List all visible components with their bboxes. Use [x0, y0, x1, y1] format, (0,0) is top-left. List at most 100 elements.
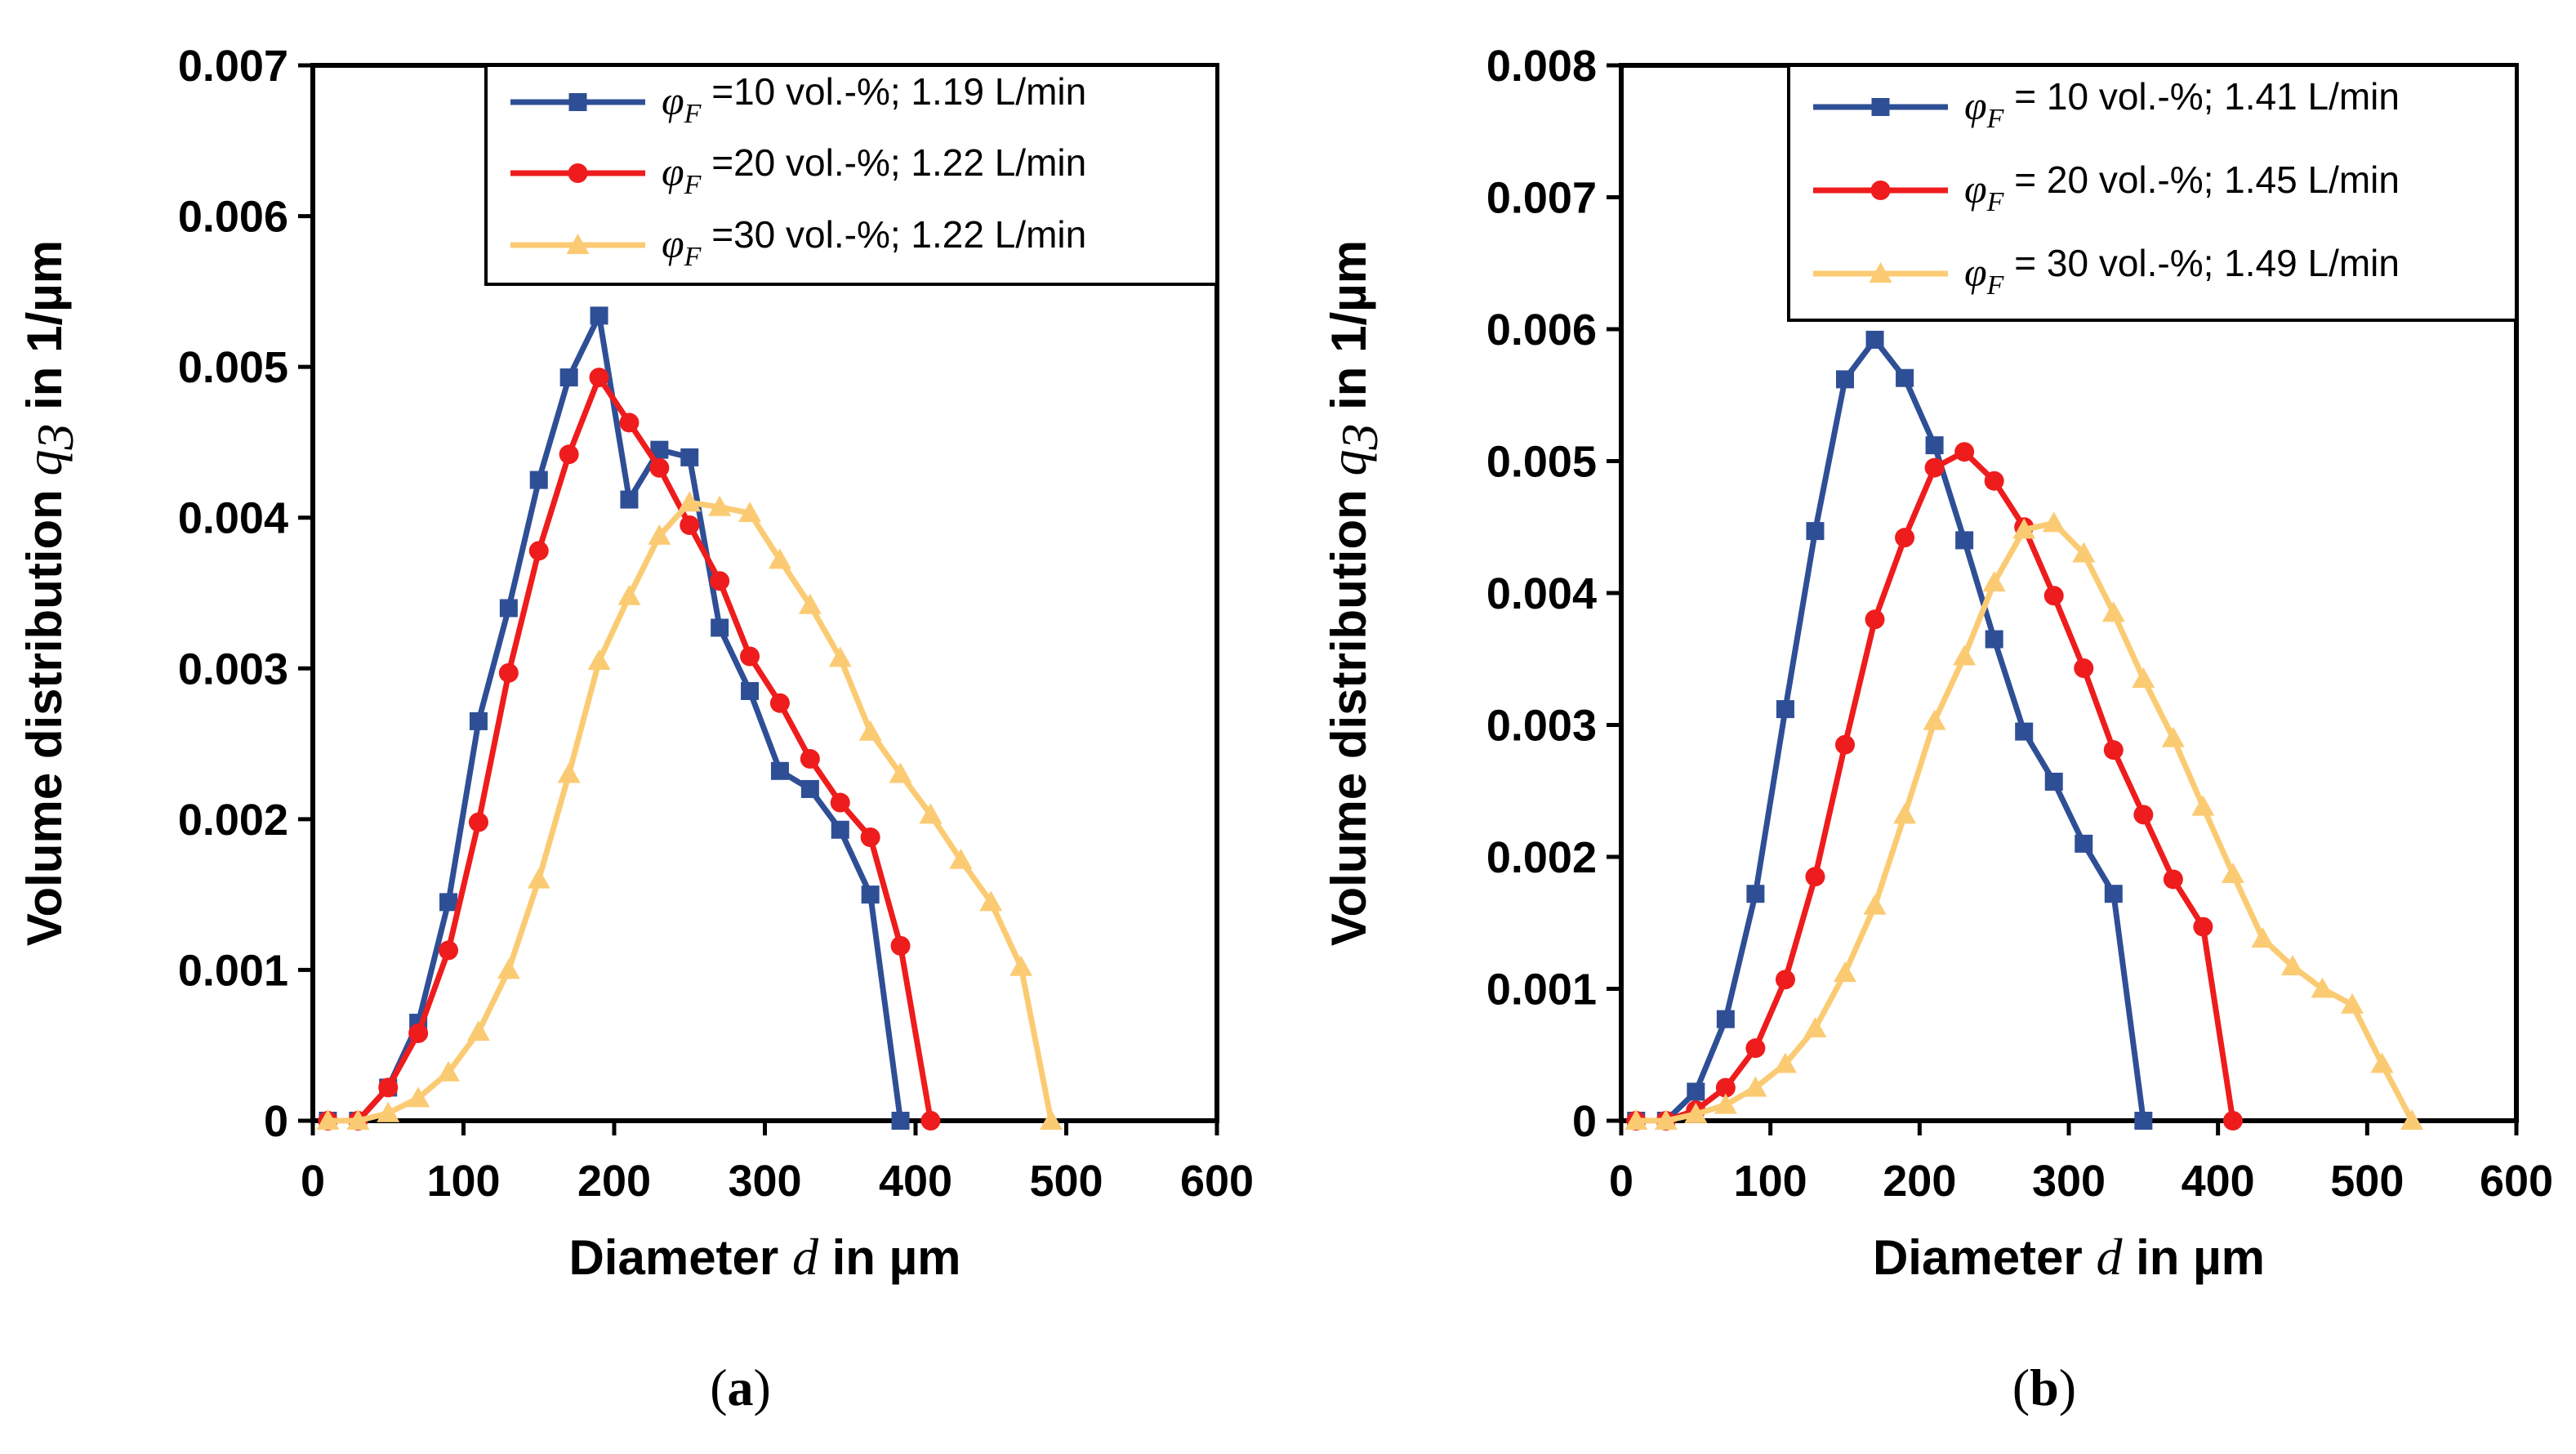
y-tick-label: 0.007: [178, 42, 288, 91]
data-point: [680, 448, 699, 466]
data-point: [1896, 368, 1914, 387]
data-point: [2132, 667, 2155, 688]
x-tick-label: 0: [1609, 1157, 1633, 1206]
y-tick-label: 0: [264, 1097, 288, 1146]
y-tick-label: 0.001: [178, 946, 288, 995]
legend-label-1: φF =10 vol.-%; 1.19 L/min: [662, 70, 1086, 129]
data-point: [890, 935, 911, 956]
data-point: [831, 820, 849, 839]
data-point: [768, 548, 791, 569]
data-point: [1982, 571, 2006, 592]
data-point: [889, 762, 912, 783]
y-axis-title: Volume distribution q3 in 1/µm: [15, 240, 84, 946]
data-point: [1835, 734, 1855, 755]
series-2: [318, 368, 941, 1131]
data-point: [437, 1060, 461, 1082]
data-point: [708, 495, 732, 516]
legend-label-3: φF = 30 vol.-%; 1.49 L/min: [1964, 242, 2400, 301]
data-point: [830, 792, 850, 813]
legend-marker-2: [568, 163, 588, 183]
data-point: [2042, 511, 2066, 533]
data-point: [617, 584, 641, 605]
data-point: [1893, 803, 1917, 824]
y-tick-label: 0.002: [178, 796, 288, 845]
data-point: [499, 599, 518, 618]
data-point: [377, 1101, 400, 1122]
data-point: [2163, 869, 2183, 890]
legend-marker-3: [566, 234, 590, 254]
data-point: [1806, 522, 1825, 541]
data-point: [1773, 1052, 1797, 1073]
data-point: [619, 413, 640, 433]
x-tick-label: 0: [301, 1157, 325, 1206]
legend-label-1: φF = 10 vol.-%; 1.41 L/min: [1964, 75, 2400, 134]
data-point: [2161, 726, 2185, 747]
y-tick-label: 0.002: [1486, 833, 1597, 882]
data-point: [680, 515, 700, 535]
data-point: [2193, 917, 2213, 937]
data-point: [407, 1086, 430, 1108]
data-point: [559, 444, 579, 465]
y-axis-title: Volume distribution q3 in 1/µm: [1319, 240, 1388, 946]
data-point: [1775, 970, 1795, 990]
data-point: [800, 779, 819, 798]
data-point: [2101, 601, 2125, 622]
data-point: [2370, 1052, 2394, 1073]
data-point: [2043, 586, 2064, 606]
series-line: [1633, 337, 2146, 1124]
data-point: [1985, 630, 2003, 649]
x-tick-label: 400: [2182, 1157, 2255, 1206]
data-point: [2104, 885, 2123, 903]
legend-marker-1: [1871, 98, 1890, 116]
x-axis-title: Diameter d in µm: [568, 1228, 960, 1286]
data-point: [529, 471, 548, 489]
data-point: [800, 749, 820, 769]
data-point: [828, 646, 852, 667]
data-point: [710, 571, 730, 591]
x-tick-label: 200: [577, 1157, 651, 1206]
data-point: [2311, 977, 2334, 998]
data-point: [528, 541, 549, 561]
data-point: [2134, 1112, 2153, 1130]
data-point: [678, 491, 702, 512]
y-tick-label: 0: [1572, 1097, 1597, 1146]
data-point: [527, 867, 550, 889]
series-3: [316, 491, 1063, 1130]
x-tick-label: 500: [1029, 1157, 1103, 1206]
data-point: [497, 958, 520, 979]
data-point: [557, 762, 581, 783]
series-1: [1627, 330, 2153, 1130]
data-point: [920, 1111, 941, 1131]
data-point: [738, 502, 762, 523]
data-point: [346, 1109, 370, 1130]
data-point: [2221, 862, 2244, 883]
data-point: [1955, 531, 1974, 550]
data-point: [860, 827, 880, 848]
data-point: [1953, 644, 1977, 666]
chart-panel-b: 0 0.001 0.002 0.003 0.004 0.005 0.006 0.007 0.00…: [1319, 42, 2553, 1416]
x-tick-label: 500: [2330, 1157, 2404, 1206]
data-point: [590, 306, 608, 325]
data-point: [891, 1112, 910, 1130]
legend-label-2: φF = 20 vol.-%; 1.45 L/min: [1964, 158, 2400, 217]
y-tick-label: 0.004: [1486, 569, 1597, 618]
data-point: [316, 1109, 340, 1130]
data-point: [1715, 1077, 1736, 1098]
data-point: [1923, 709, 1946, 730]
panel-label: (b): [2012, 1358, 2076, 1416]
data-point: [1624, 1109, 1648, 1130]
data-point: [1863, 894, 1887, 915]
x-tick-label: 600: [2480, 1157, 2553, 1206]
data-point: [2015, 722, 2034, 741]
y-tick-label: 0.005: [1486, 438, 1597, 487]
data-point: [587, 649, 611, 671]
data-point: [1984, 471, 2004, 491]
data-point: [498, 662, 519, 683]
data-point: [740, 646, 760, 667]
data-point: [1925, 436, 1944, 455]
data-point: [1716, 1010, 1735, 1028]
data-point: [861, 885, 880, 904]
x-tick-label: 600: [1180, 1157, 1254, 1206]
data-point: [769, 693, 790, 713]
